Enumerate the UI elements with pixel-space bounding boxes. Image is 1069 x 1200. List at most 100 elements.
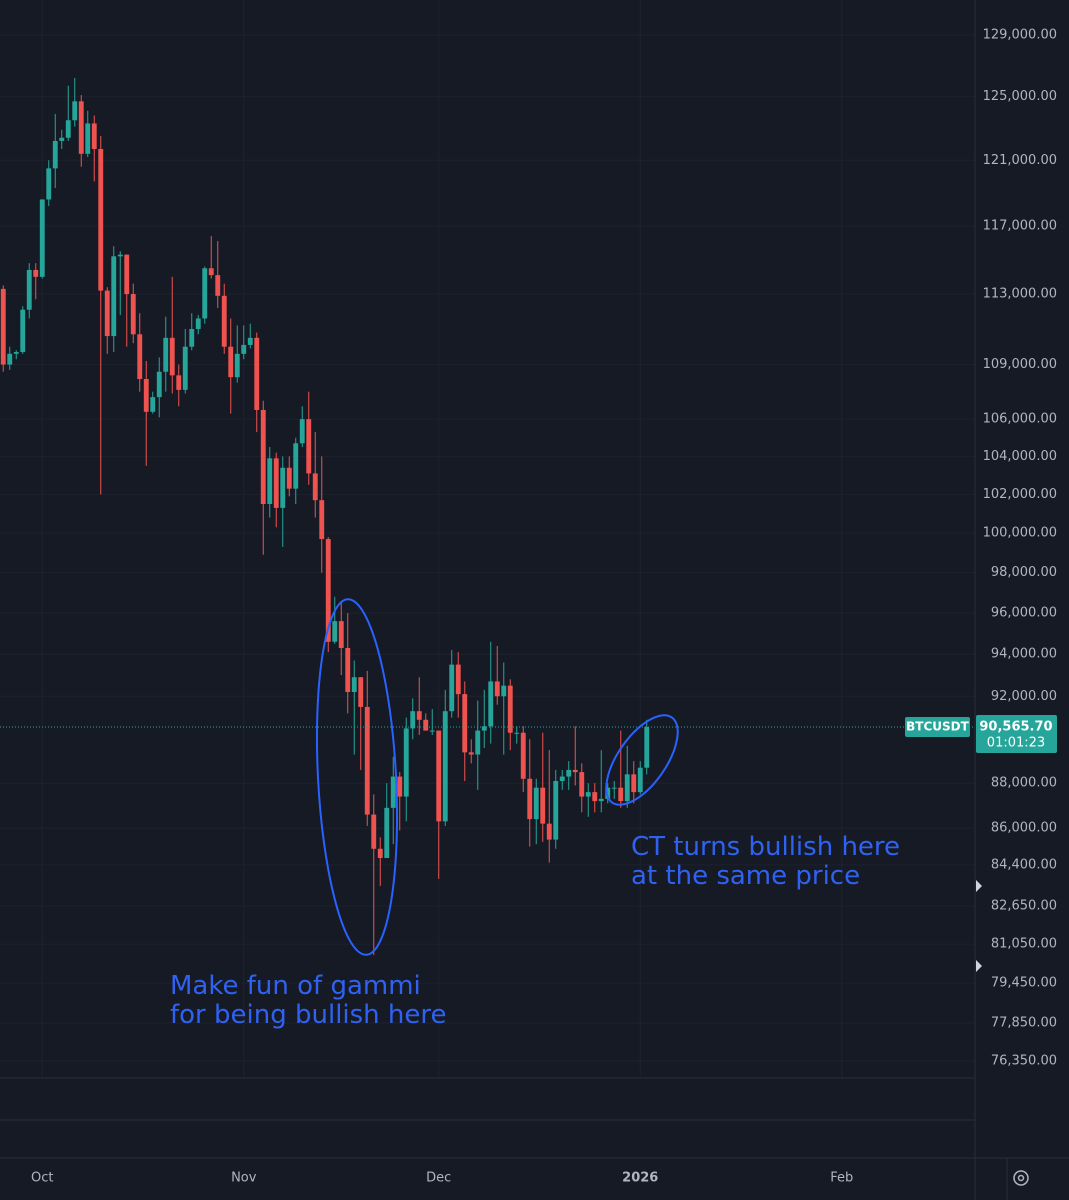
axis: 129,000.00 125,000.00 121,000.00 117,000.00… bbox=[31, 28, 1057, 1186]
candle-body bbox=[202, 268, 208, 319]
candle-body bbox=[338, 621, 344, 648]
candle-body bbox=[644, 726, 650, 768]
candle-body bbox=[390, 776, 396, 808]
candle-body bbox=[299, 419, 305, 444]
candle-body bbox=[130, 294, 136, 335]
candle-body bbox=[59, 137, 65, 141]
x-tick-label: Dec bbox=[426, 1171, 451, 1186]
candles bbox=[0, 77, 650, 956]
candle-body bbox=[527, 778, 533, 820]
candle-body bbox=[65, 120, 71, 138]
candle-body bbox=[468, 752, 474, 755]
x-tick-label: Nov bbox=[231, 1171, 257, 1186]
candle-body bbox=[150, 397, 156, 412]
candle-body bbox=[520, 732, 526, 779]
countdown-label: 01:01:23 bbox=[987, 735, 1045, 750]
y-tick-label: 81,050.00 bbox=[991, 937, 1057, 952]
candle-body bbox=[384, 807, 390, 858]
candle-body bbox=[7, 353, 13, 365]
candle-body bbox=[436, 730, 442, 822]
candle-body bbox=[306, 419, 312, 474]
y-tick-label: 106,000.00 bbox=[983, 412, 1057, 427]
y-tick-label: 98,000.00 bbox=[991, 565, 1057, 580]
candle-body bbox=[624, 774, 630, 802]
candle-body bbox=[241, 344, 247, 354]
annotation-text: for being bullish here bbox=[170, 1000, 447, 1030]
y-tick-label: 94,000.00 bbox=[991, 647, 1057, 662]
scroll-marker bbox=[976, 880, 982, 892]
candle-body bbox=[52, 140, 58, 169]
candle-body bbox=[163, 337, 169, 372]
candle-body bbox=[449, 664, 455, 712]
candle-body bbox=[442, 711, 448, 822]
settings-icon[interactable] bbox=[1013, 1170, 1029, 1186]
candle-body bbox=[293, 443, 299, 489]
candle-body bbox=[637, 767, 643, 793]
candle-body bbox=[280, 467, 286, 508]
candle-body bbox=[579, 772, 585, 797]
annotation-text: at the same price bbox=[631, 861, 860, 891]
candle-body bbox=[325, 539, 331, 642]
y-tick-label: 77,850.00 bbox=[991, 1015, 1057, 1030]
candle-body bbox=[351, 677, 357, 693]
candle-body bbox=[462, 694, 468, 753]
candle-body bbox=[592, 792, 598, 802]
y-tick-label: 125,000.00 bbox=[983, 89, 1057, 104]
y-tick-label: 79,450.00 bbox=[991, 976, 1057, 991]
candle-body bbox=[403, 728, 409, 797]
candle-body bbox=[566, 769, 572, 777]
candle-body bbox=[260, 409, 266, 505]
annotation-ellipse bbox=[605, 714, 679, 806]
x-tick-label: Feb bbox=[830, 1171, 853, 1186]
candle-body bbox=[195, 318, 201, 330]
candle-body bbox=[488, 681, 494, 727]
candle-body bbox=[72, 101, 78, 121]
candle-body bbox=[533, 787, 539, 820]
candle-body bbox=[117, 254, 123, 257]
candle-body bbox=[273, 458, 279, 508]
y-tick-label: 104,000.00 bbox=[983, 449, 1057, 464]
y-tick-label: 113,000.00 bbox=[983, 287, 1057, 302]
candle-body bbox=[78, 101, 84, 154]
x-tick-label: Oct bbox=[31, 1171, 53, 1186]
candle-body bbox=[631, 774, 637, 793]
annotation-text: Make fun of gammi bbox=[170, 971, 421, 1001]
candle-body bbox=[553, 780, 559, 840]
candle-body bbox=[319, 500, 325, 540]
candle-body bbox=[20, 309, 26, 353]
candle-body bbox=[208, 268, 214, 276]
candle-body bbox=[254, 337, 260, 410]
candle-body bbox=[169, 337, 175, 376]
candle-body bbox=[585, 792, 591, 797]
candle-body bbox=[13, 352, 19, 354]
candle-body bbox=[481, 726, 487, 731]
candle-body bbox=[345, 647, 351, 693]
candle-body bbox=[104, 290, 110, 337]
y-tick-label: 92,000.00 bbox=[991, 689, 1057, 704]
candle-body bbox=[137, 334, 143, 379]
grid bbox=[0, 0, 975, 1078]
candle-body bbox=[156, 371, 162, 398]
candle-body bbox=[39, 199, 45, 277]
candle-body bbox=[358, 677, 364, 707]
candle-body bbox=[189, 329, 195, 347]
y-tick-label: 121,000.00 bbox=[983, 153, 1057, 168]
candle-body bbox=[429, 730, 435, 732]
candle-body bbox=[611, 787, 617, 789]
candle-body bbox=[312, 473, 318, 501]
candle-body bbox=[546, 823, 552, 840]
y-tick-label: 109,000.00 bbox=[983, 357, 1057, 372]
candle-body bbox=[371, 814, 377, 849]
candle-body bbox=[98, 148, 104, 291]
y-tick-label: 102,000.00 bbox=[983, 487, 1057, 502]
candle-body bbox=[416, 711, 422, 720]
candle-body bbox=[215, 275, 221, 296]
candle-body bbox=[618, 787, 624, 802]
candle-body bbox=[598, 798, 604, 802]
candle-body bbox=[228, 346, 234, 378]
candle-body bbox=[176, 375, 182, 390]
price-box bbox=[976, 714, 1057, 753]
candle-body bbox=[514, 732, 520, 734]
